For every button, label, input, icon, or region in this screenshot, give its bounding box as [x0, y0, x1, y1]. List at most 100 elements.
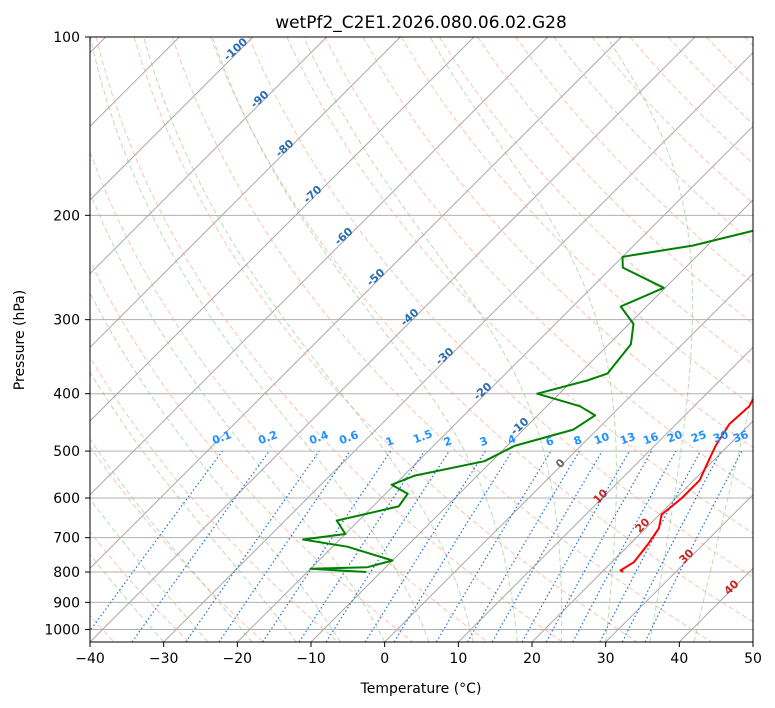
- mixing-ratio-label: 4: [506, 432, 518, 447]
- mixing-ratio-label: 0.4: [307, 428, 330, 447]
- chart-title: wetPf2_C2E1.2026.080.06.02.G28: [275, 13, 567, 33]
- y-tick-label: 900: [53, 595, 80, 611]
- mixing-ratio-line: [644, 450, 743, 642]
- x-tick-label: −40: [75, 651, 105, 667]
- isotherm-line: [752, 641, 753, 642]
- mixing-ratio-line: [131, 450, 270, 642]
- mixing-ratio-line: [90, 450, 223, 632]
- y-tick-label: 100: [53, 30, 80, 46]
- mixing-ratio-label: 30: [711, 428, 730, 446]
- isotherm-gridlines: [90, 37, 753, 642]
- mixing-ratio-label: 25: [689, 428, 708, 445]
- mixing-ratio-line: [572, 450, 677, 642]
- plot-background: [90, 37, 753, 642]
- isotherm-line: [384, 272, 753, 642]
- y-tick-label: 300: [53, 313, 80, 329]
- dry-adiabat-line: [90, 356, 339, 642]
- isotherm-line: [90, 37, 475, 422]
- mixing-ratio-label: 6: [544, 434, 556, 449]
- pressure-gridlines: [90, 37, 753, 630]
- moist-adiabat-line: [90, 292, 341, 642]
- dry-adiabat-line: [90, 445, 264, 642]
- x-tick-label: 0: [380, 651, 389, 667]
- isotherm-line: [163, 51, 753, 642]
- dry-adiabat-line: [171, 37, 712, 642]
- x-axis-label: Temperature (°C): [360, 681, 482, 697]
- dry-adiabat-line: [210, 37, 753, 623]
- moist-adiabat-line: [429, 37, 617, 642]
- dry-adiabat-line: [286, 37, 753, 534]
- mixing-ratio-label: 36: [731, 428, 750, 446]
- dry-adiabat-line: [324, 37, 753, 491]
- mixing-ratio-label: 0.6: [337, 428, 360, 447]
- x-tick-label: 50: [744, 651, 762, 667]
- mixing-ratio-label: 3: [478, 434, 490, 449]
- dry-adiabat-line: [477, 37, 753, 325]
- y-axis: 100 200 300 400 500 600 700 800 900 1000: [44, 30, 90, 638]
- moist-adiabat-line: [303, 37, 563, 642]
- y-tick-label: 200: [53, 208, 80, 224]
- mixing-ratio-line: [185, 450, 320, 642]
- x-tick-label: 30: [597, 651, 615, 667]
- isotherm-line: [236, 125, 753, 642]
- isotherm-line: [90, 37, 622, 570]
- plot-frame: [89, 36, 754, 643]
- isotherm-line: [531, 420, 753, 642]
- moist-adiabat-line: [90, 438, 253, 642]
- dry-adiabat-line: [515, 37, 753, 284]
- mixing-ratio-lines: [90, 450, 743, 642]
- moist-adiabat-line: [90, 37, 430, 642]
- dry-adiabat-line: [90, 531, 190, 642]
- dry-adiabat-line: [90, 259, 414, 642]
- y-axis-label: Pressure (hPa): [12, 290, 28, 390]
- mixing-ratio-label: 13: [618, 430, 637, 447]
- dewpoint-line: [302, 229, 753, 573]
- x-tick-label: 40: [670, 651, 688, 667]
- mixing-ratio-label: 8: [572, 433, 584, 448]
- moist-adiabat-line: [606, 37, 694, 642]
- x-tick-label: −30: [149, 651, 179, 667]
- dry-adiabat-line: [133, 37, 638, 642]
- mixing-ratio-label: 0.2: [256, 428, 279, 447]
- y-tick-label: 1000: [44, 622, 80, 638]
- mixing-ratio-label: 20: [665, 428, 684, 446]
- dry-adiabat-line: [362, 37, 753, 449]
- y-tick-label: 800: [53, 565, 80, 581]
- moist-adiabat-line: [693, 390, 753, 642]
- mixing-ratio-line: [393, 450, 513, 642]
- dry-adiabat-line: [95, 37, 563, 642]
- mixing-ratio-label: 16: [641, 430, 660, 448]
- y-tick-label: 600: [53, 491, 80, 507]
- isotherm-line: [90, 37, 696, 642]
- x-tick-label: −10: [296, 651, 326, 667]
- dry-adiabats: [90, 37, 753, 642]
- isotherm-line: [457, 346, 753, 642]
- mixing-ratio-label: 0.1: [210, 428, 233, 447]
- moist-adiabat-line: [90, 190, 386, 642]
- x-tick-label: 10: [449, 651, 467, 667]
- x-tick-label: −20: [223, 651, 253, 667]
- mixing-ratio-line: [262, 450, 392, 642]
- mixing-ratio-line: [545, 450, 653, 642]
- x-axis: −40 −30 −20 −10 0 10 20 30 40 50: [75, 642, 762, 667]
- moist-adiabat-line: [143, 37, 474, 642]
- mixing-ratio-line: [298, 450, 425, 642]
- mixing-ratio-label: 1: [384, 434, 396, 449]
- moist-adiabats: [90, 37, 753, 642]
- dry-adiabat-line: [248, 37, 753, 578]
- temperature-line: [619, 397, 753, 573]
- mixing-ratio-line: [325, 450, 450, 642]
- mixing-ratio-label: 1.5: [411, 427, 434, 446]
- x-tick-label: 20: [523, 651, 541, 667]
- mixing-ratio-line: [218, 450, 351, 642]
- isotherm-line: [605, 493, 753, 642]
- dry-adiabat-line: [90, 150, 488, 642]
- profile-series: [302, 229, 753, 573]
- mixing-ratio-label: 10: [592, 430, 611, 448]
- isotherm-line: [90, 37, 328, 275]
- y-tick-label: 500: [53, 444, 80, 460]
- mixing-ratio-label: 2: [442, 434, 454, 449]
- moist-adiabat-line: [211, 37, 518, 642]
- y-tick-label: 400: [53, 387, 80, 403]
